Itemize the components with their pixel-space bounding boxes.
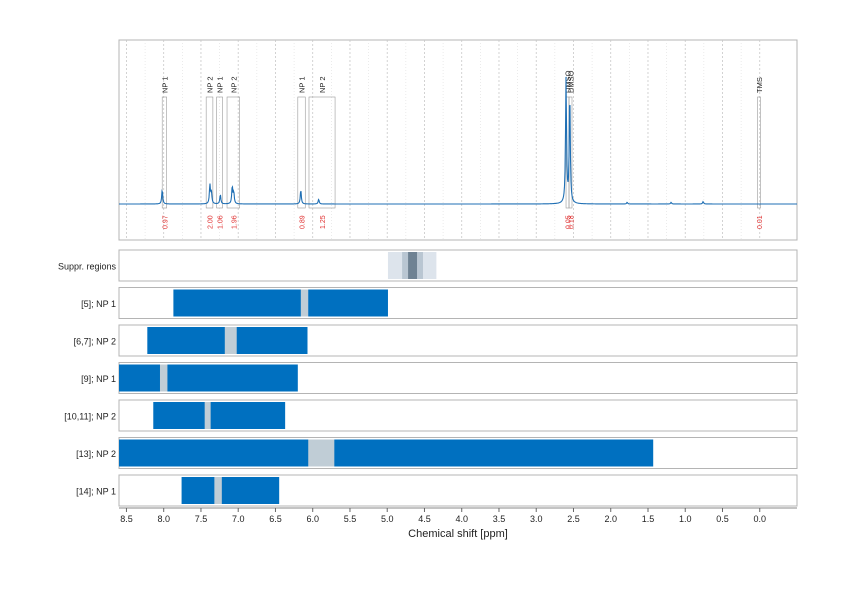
- peak-region-label: NP 1: [160, 76, 169, 93]
- multiplet-row: [14]; NP 1: [76, 474, 798, 507]
- spectrum-frame: [118, 39, 798, 241]
- x-tick-label: 7.0: [232, 514, 245, 524]
- peak-region-label: NP 2: [318, 76, 327, 93]
- suppressed-region-inner: [408, 252, 418, 279]
- multiplet-row: [6,7]; NP 2: [74, 324, 798, 357]
- x-tick-label: 3.0: [530, 514, 543, 524]
- row-label: Suppr. regions: [58, 262, 117, 272]
- multiplet-rows-panel: Suppr. regions [5]; NP 1 [6,7]; NP 2 [9]; N…: [58, 249, 798, 507]
- x-tick-label: 1.0: [679, 514, 692, 524]
- multiplet-row: [10,11]; NP 2: [64, 399, 798, 432]
- row-label: [14]; NP 1: [76, 487, 116, 497]
- integral-value: 0.97: [162, 215, 169, 229]
- x-tick-label: 3.5: [493, 514, 506, 524]
- multiplet-gap: [214, 477, 222, 504]
- row-frame: [118, 249, 798, 282]
- integral-value: 1.96: [231, 215, 238, 229]
- integral-value: 0.01: [757, 215, 764, 229]
- x-tick-label: 1.5: [642, 514, 655, 524]
- x-tick-label: 2.5: [567, 514, 580, 524]
- multiplet-bar: [153, 402, 286, 429]
- peak-region-box: [308, 96, 336, 209]
- spectrum-panel: NP 1 0.97 NP 2 2.00 NP 1 1.06 NP 2 1.96 NP 1 0.89…: [118, 39, 798, 241]
- multiplet-bar: [181, 477, 280, 504]
- integral-value: 1.06: [218, 215, 225, 229]
- peak-region-box: [216, 96, 223, 209]
- multiplet-bar: [119, 364, 298, 392]
- x-tick-label: 7.5: [195, 514, 208, 524]
- multiplet-gap: [224, 327, 237, 354]
- multiplet-bar: [119, 439, 654, 467]
- integral-value: 2.00: [208, 215, 215, 229]
- x-axis: 8.5 8.0 7.5 7.0 6.5 6.0 5.5 5.0 4.5 4.0 3.5 3.0 2.5 2…: [119, 507, 797, 524]
- peak-region-label: NP 1: [216, 76, 225, 93]
- row-label: [9]; NP 1: [81, 374, 116, 384]
- x-tick-label: 5.5: [344, 514, 357, 524]
- integral-value: 1.25: [320, 215, 327, 229]
- multiplet-gap: [204, 402, 211, 429]
- multiplet-row: [9]; NP 1: [81, 362, 798, 394]
- peak-region-label: NP 1: [298, 76, 307, 93]
- x-tick-label: 4.5: [418, 514, 431, 524]
- peak-region-box: [757, 96, 761, 209]
- row-label: [10,11]; NP 2: [64, 412, 116, 422]
- integral-value: 0.18: [569, 215, 576, 229]
- x-tick-label: 2.0: [604, 514, 617, 524]
- peak-region-label: NP 2: [206, 76, 215, 93]
- peak-region-box: [161, 96, 167, 209]
- x-tick-label: 0.5: [716, 514, 729, 524]
- multiplet-bar: [173, 289, 388, 317]
- multiplet-gap: [300, 289, 309, 317]
- x-tick-label: 5.0: [381, 514, 394, 524]
- peak-region-label: NP 2: [229, 76, 238, 93]
- x-tick-label: 8.5: [120, 514, 133, 524]
- multiplet-row: [13]; NP 2: [76, 437, 798, 469]
- peak-region-label: DMSO: [567, 70, 576, 93]
- spectrum-trace: [119, 76, 797, 205]
- multiplet-gap: [308, 439, 335, 467]
- row-label: [13]; NP 2: [76, 449, 116, 459]
- x-tick-label: 0.0: [753, 514, 766, 524]
- peak-region-box: [205, 96, 214, 209]
- peak-region-box: [297, 96, 306, 209]
- integral-value: 0.89: [300, 215, 307, 229]
- row-label: [5]; NP 1: [81, 299, 116, 309]
- peak-region-label: DMSO: [564, 70, 573, 93]
- x-tick-label: 6.5: [269, 514, 282, 524]
- x-tick-label: 6.0: [306, 514, 319, 524]
- x-tick-label: 4.0: [455, 514, 468, 524]
- peak-region-label: TMS: [755, 77, 764, 93]
- multiplet-row: [5]; NP 1: [81, 287, 798, 319]
- multiplet-gap: [159, 364, 168, 392]
- x-axis-label: Chemical shift [ppm]: [408, 528, 508, 540]
- row-label: [6,7]; NP 2: [74, 337, 116, 347]
- peak-region-box: [226, 96, 240, 209]
- x-tick-label: 8.0: [157, 514, 170, 524]
- suppressed-regions-row: Suppr. regions: [58, 249, 798, 282]
- integral-value: 0.05: [566, 215, 573, 229]
